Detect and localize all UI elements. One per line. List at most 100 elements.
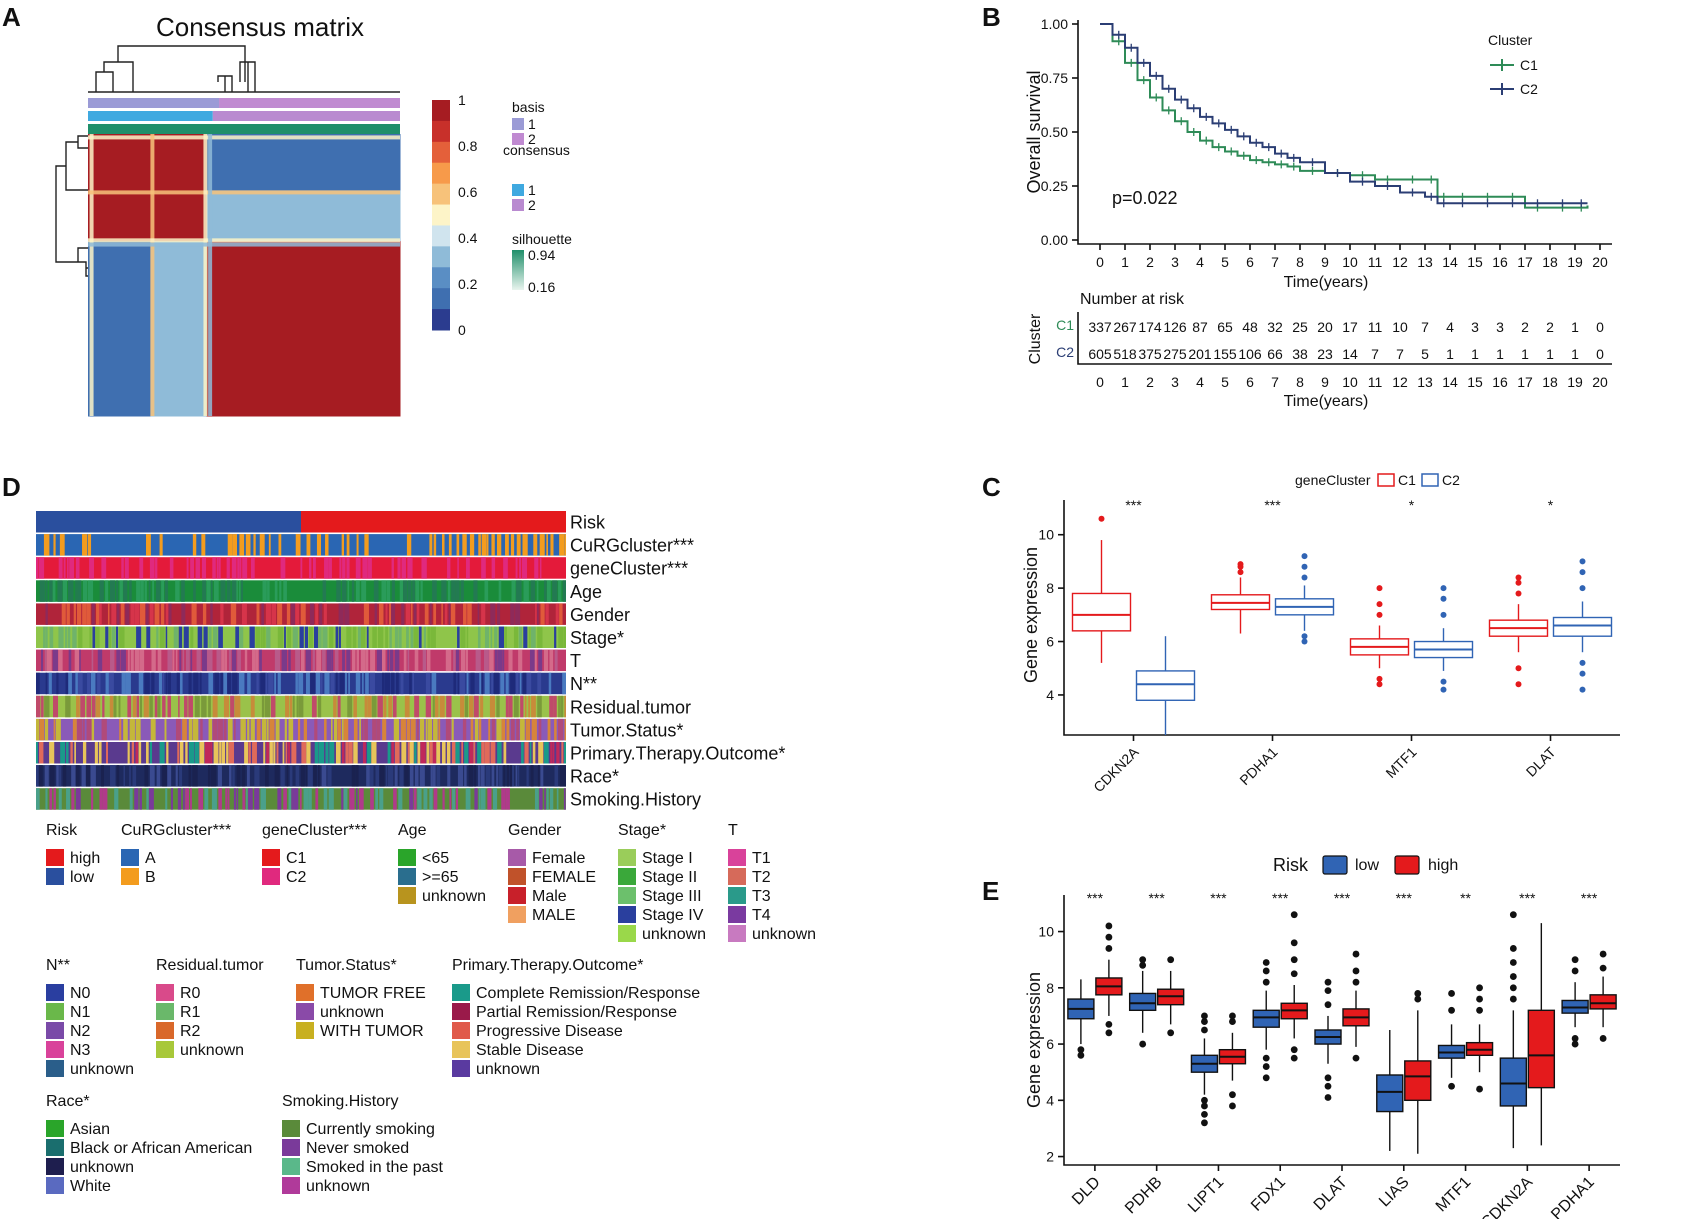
heatmap-cell bbox=[489, 695, 496, 718]
heatmap-stripe-col bbox=[203, 134, 208, 416]
heatmap-cell bbox=[83, 580, 88, 602]
legend-swatch bbox=[296, 1003, 314, 1020]
risk-count: 7 bbox=[1421, 319, 1429, 335]
heatmap-cell bbox=[341, 534, 345, 556]
heatmap-cell bbox=[254, 788, 260, 810]
risk-count: 66 bbox=[1267, 346, 1283, 362]
heatmap-cell bbox=[285, 695, 290, 718]
heatmap-cell bbox=[346, 534, 350, 556]
heatmap-cell bbox=[504, 626, 507, 648]
box-iqr bbox=[1376, 1074, 1404, 1113]
risk-count: 1 bbox=[1446, 346, 1454, 362]
heatmap-cell bbox=[71, 788, 75, 810]
heatmap-row-label: CuRGcluster*** bbox=[570, 536, 694, 556]
clinical-heatmap-panel: Risk CuRGcluster*** geneCluster*** Age Gende… bbox=[36, 511, 816, 1195]
legend-title: Tumor.Status* bbox=[296, 957, 397, 974]
legend-consensus-2: 2 bbox=[528, 197, 536, 213]
heatmap-cell bbox=[90, 672, 96, 695]
heatmap-cell bbox=[43, 626, 46, 648]
box-outlier bbox=[1571, 1040, 1579, 1048]
heatmap-cell bbox=[48, 672, 52, 695]
heatmap-cell bbox=[162, 765, 167, 787]
heatmap-cell bbox=[245, 534, 251, 556]
heatmap-cell bbox=[498, 765, 503, 787]
box-outlier bbox=[1509, 959, 1517, 966]
heatmap-cell bbox=[168, 603, 172, 625]
km-xtick-label: 16 bbox=[1492, 254, 1508, 270]
box-outlier bbox=[1301, 633, 1308, 640]
risk-xtick-label: 20 bbox=[1592, 374, 1608, 390]
km-xtick-label: 20 bbox=[1592, 254, 1608, 270]
heatmap-cell bbox=[456, 534, 460, 556]
heatmap-cell bbox=[447, 580, 451, 602]
heatmap-cell bbox=[116, 649, 120, 672]
heatmap-cell bbox=[460, 649, 466, 672]
heatmap-cell bbox=[111, 626, 116, 648]
legend-swatch bbox=[728, 868, 746, 885]
heatmap-cell bbox=[478, 534, 481, 556]
heatmap-cell bbox=[550, 534, 554, 556]
heatmap-cell bbox=[207, 765, 211, 787]
legend-swatch bbox=[46, 849, 64, 866]
heatmap-cell bbox=[236, 788, 239, 810]
annotation-segment bbox=[88, 124, 400, 134]
annotation-segment bbox=[212, 111, 400, 121]
heatmap-cell bbox=[75, 580, 77, 602]
heatmap-cell bbox=[185, 649, 190, 672]
legend-title: Age bbox=[398, 822, 427, 839]
heatmap-cell bbox=[418, 626, 422, 648]
heatmap-cell bbox=[367, 695, 372, 718]
annotation-segment bbox=[88, 111, 213, 121]
heatmap-cell bbox=[349, 788, 355, 810]
heatmap-cell bbox=[370, 788, 374, 810]
heatmap-cell bbox=[138, 742, 142, 764]
legend-title: Stage* bbox=[618, 822, 666, 839]
heatmap-cell bbox=[384, 672, 391, 695]
heatmap-cell bbox=[441, 742, 446, 764]
box-outlier bbox=[1167, 956, 1175, 964]
heatmap-row-label: Risk bbox=[570, 513, 606, 533]
heatmap-cell bbox=[143, 695, 149, 718]
heatmap-cell bbox=[392, 695, 397, 718]
heatmap-cell bbox=[87, 534, 92, 556]
heatmap-cell bbox=[314, 626, 319, 648]
legend-item: Smoked in the past bbox=[306, 1159, 444, 1176]
risk-count: 20 bbox=[1317, 319, 1333, 335]
heatmap-row-label: N** bbox=[570, 674, 597, 694]
legend-item: Male bbox=[532, 888, 567, 905]
legend-item: Black or African American bbox=[70, 1140, 252, 1157]
box-category-label: LIAS bbox=[1376, 1174, 1413, 1211]
heatmap-cell bbox=[455, 788, 459, 810]
heatmap-cell bbox=[425, 672, 431, 695]
box-outlier bbox=[1301, 638, 1308, 645]
heatmap-cell bbox=[295, 649, 301, 672]
heatmap-cell bbox=[290, 603, 296, 625]
risk-count: 155 bbox=[1213, 346, 1237, 362]
heatmap-cell bbox=[511, 580, 516, 602]
heatmap-cell bbox=[524, 695, 527, 718]
heatmap-cell bbox=[68, 649, 72, 672]
heatmap-cell bbox=[135, 742, 139, 764]
heatmap-cell bbox=[400, 672, 404, 695]
heatmap-cell bbox=[144, 765, 149, 787]
heatmap-cell bbox=[537, 695, 542, 718]
panel-label-a: A bbox=[2, 2, 21, 32]
heatmap-cell bbox=[481, 534, 487, 556]
heatmap-cell bbox=[531, 695, 536, 718]
heatmap-cell bbox=[53, 534, 56, 556]
legend-swatch bbox=[452, 1060, 470, 1077]
heatmap-cell bbox=[247, 672, 251, 695]
km-xtick-label: 8 bbox=[1296, 254, 1304, 270]
heatmap-cell bbox=[65, 672, 69, 695]
heatmap-cell bbox=[533, 534, 538, 556]
heatmap-cell bbox=[155, 557, 158, 579]
heatmap-cell bbox=[414, 649, 419, 672]
heatmap-cell bbox=[194, 742, 199, 764]
heatmap-cell bbox=[388, 695, 392, 718]
heatmap-cell bbox=[58, 626, 64, 648]
heatmap-cell bbox=[274, 649, 281, 672]
heatmap-cell bbox=[447, 765, 451, 787]
heatmap-cell bbox=[223, 718, 227, 741]
risk-table-axis bbox=[1077, 312, 1612, 365]
km-xtick-label: 9 bbox=[1321, 254, 1329, 270]
